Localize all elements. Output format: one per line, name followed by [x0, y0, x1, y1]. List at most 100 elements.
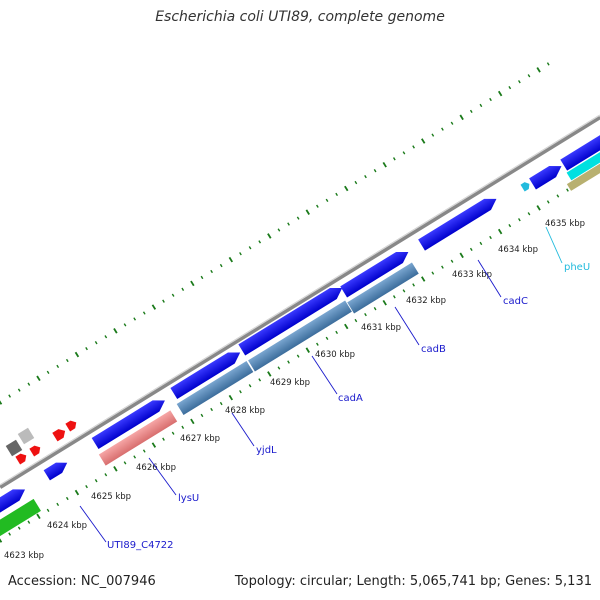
gene-label-cadA[interactable]: cadA: [338, 393, 363, 404]
tick-mark: [181, 287, 185, 291]
tick-mark: [36, 513, 41, 520]
tick-mark: [277, 228, 281, 232]
gene-label-pheU[interactable]: pheU: [564, 262, 590, 273]
kbp-label: 4632 kbp: [406, 296, 446, 306]
tick-mark: [277, 366, 281, 370]
tick-mark: [46, 370, 50, 374]
feature-red-1[interactable]: [15, 452, 28, 465]
tick-mark: [431, 271, 435, 275]
feature-track: [0, 133, 600, 538]
tick-mark: [287, 222, 290, 226]
tick-mark: [142, 449, 146, 453]
cds-steel-1[interactable]: [176, 360, 254, 416]
tick-mark: [489, 97, 492, 102]
cds-yjdL[interactable]: [170, 347, 243, 400]
trna-pheU[interactable]: [566, 151, 600, 181]
tick-mark: [36, 375, 41, 382]
accession-text: Accession: NC_007946: [8, 574, 156, 589]
kbp-label: 4631 kbp: [361, 323, 401, 333]
tick-mark: [258, 240, 262, 244]
tick-mark: [123, 323, 127, 327]
tick-mark: [527, 74, 531, 78]
cds-green[interactable]: [0, 498, 41, 538]
gene-label-cadB[interactable]: cadB: [421, 344, 446, 355]
tick-mark: [65, 358, 69, 363]
kbp-label: 4633 kbp: [452, 270, 492, 280]
tick-mark: [402, 289, 406, 293]
feature-grey-2[interactable]: [17, 427, 35, 445]
tick-mark: [518, 80, 521, 84]
tick-mark: [459, 252, 464, 259]
gene-labels: UTI89_C4722 lysU yjdL cadA cadB cadC phe…: [107, 262, 590, 551]
kbp-label: 4634 kbp: [498, 245, 538, 255]
cds-UTI89_C4722-left[interactable]: [0, 484, 28, 517]
cds-cadA[interactable]: [238, 282, 345, 356]
tick-mark: [74, 489, 80, 496]
tick-mark: [219, 263, 223, 268]
tick-mark: [469, 109, 473, 114]
tick-mark: [0, 538, 3, 543]
tick-mark: [46, 508, 50, 512]
gene-label-yjdL[interactable]: yjdL: [256, 445, 277, 456]
tick-mark: [162, 437, 165, 441]
tick-mark: [228, 256, 234, 263]
tick-mark: [162, 299, 165, 303]
gene-label-cadC[interactable]: cadC: [503, 296, 528, 307]
trna-pheU-marker[interactable]: [520, 180, 531, 192]
tick-mark: [392, 295, 396, 299]
tick-mark: [239, 252, 242, 256]
tick-mark: [364, 174, 367, 179]
feature-olive[interactable]: [566, 163, 600, 191]
cds-cadB[interactable]: [340, 247, 412, 298]
tick-mark: [546, 62, 550, 66]
tick-mark: [316, 342, 319, 346]
gene-label-UTI89_C4722[interactable]: UTI89_C4722: [107, 540, 174, 551]
tick-mark: [364, 312, 367, 317]
map-title: Escherichia coli UTI89, complete genome: [155, 9, 445, 25]
kbp-label: 4624 kbp: [47, 521, 87, 531]
tick-mark: [508, 85, 512, 90]
tick-mark: [27, 382, 31, 386]
tick-mark: [0, 400, 3, 405]
cds-cadC[interactable]: [418, 193, 500, 251]
tick-mark: [171, 293, 175, 297]
tick-mark: [85, 346, 88, 351]
gene-label-lysU[interactable]: lysU: [178, 493, 199, 504]
tick-mark: [305, 209, 310, 215]
tick-mark: [113, 328, 118, 334]
tick-mark: [344, 323, 349, 330]
tick-mark: [151, 304, 157, 310]
tick-mark: [210, 407, 213, 412]
tick-mark: [113, 466, 118, 472]
tick-mark: [382, 161, 387, 168]
tick-mark: [354, 180, 358, 185]
tick-mark: [133, 455, 137, 459]
tick-mark: [373, 307, 377, 311]
tick-mark: [248, 384, 252, 388]
tick-mark: [469, 247, 473, 252]
cds-steel-3[interactable]: [347, 262, 419, 314]
cds-right-2[interactable]: [560, 133, 600, 171]
cds-right-1[interactable]: [529, 161, 565, 190]
kbp-label: 4629 kbp: [270, 378, 310, 388]
tick-mark: [85, 484, 88, 489]
feature-red-3[interactable]: [52, 427, 67, 442]
tick-mark: [181, 425, 185, 429]
cds-lysU[interactable]: [91, 395, 169, 450]
tick-mark: [450, 121, 454, 125]
feature-grey-1[interactable]: [5, 439, 23, 457]
kbp-label: 4628 kbp: [225, 406, 265, 416]
tick-mark: [287, 360, 290, 364]
feature-red-4[interactable]: [65, 419, 78, 432]
kbp-label: 4627 kbp: [180, 434, 220, 444]
cds-steel-2[interactable]: [248, 300, 352, 372]
tick-mark: [65, 496, 69, 501]
cds-lysU-selected[interactable]: [98, 410, 178, 466]
outer-tick-ring: [0, 62, 550, 405]
feature-red-2[interactable]: [29, 444, 42, 457]
tick-mark: [382, 299, 387, 306]
tick-mark: [546, 200, 550, 204]
tick-mark: [335, 192, 339, 197]
cds-small-blue[interactable]: [43, 458, 71, 481]
